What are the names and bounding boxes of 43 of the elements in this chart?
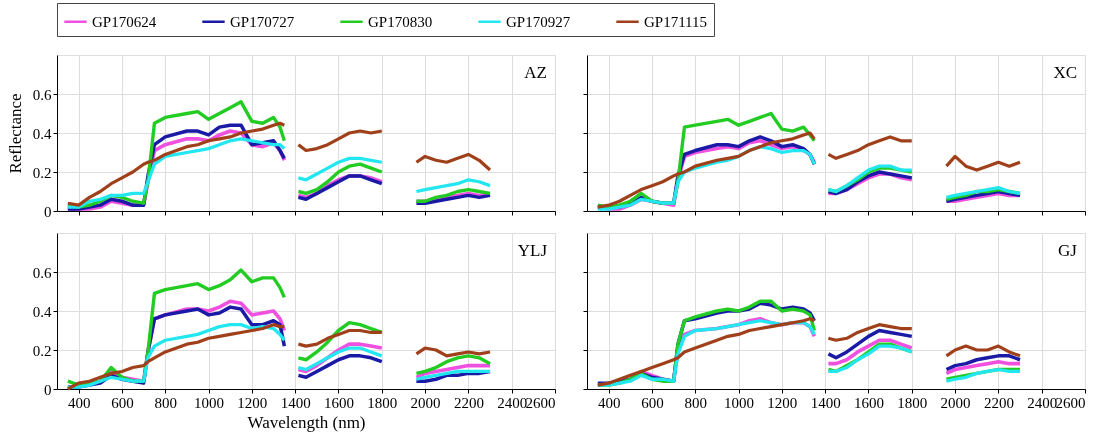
y-tick-label: 0 bbox=[44, 203, 52, 220]
x-tick-label: 600 bbox=[111, 394, 134, 411]
y-tick-label: 0.2 bbox=[32, 164, 52, 181]
y-tick-label: 0.4 bbox=[32, 303, 52, 320]
text: YLJ bbox=[517, 241, 548, 260]
x-tick-label: 2600 bbox=[525, 394, 556, 411]
x-tick-label: 2600 bbox=[1055, 394, 1086, 411]
y-tick-label: 0 bbox=[44, 381, 52, 398]
x-tick-label: 2400 bbox=[1027, 394, 1058, 411]
x-tick-label: 1000 bbox=[194, 394, 225, 411]
x-tick-label: 800 bbox=[154, 394, 178, 411]
legend-label: GP170624 bbox=[92, 13, 157, 30]
text: AZ bbox=[524, 63, 547, 82]
x-tick-label: 400 bbox=[597, 394, 621, 411]
y-tick-label: 0.6 bbox=[32, 86, 52, 103]
legend-label: GP170927 bbox=[506, 13, 571, 30]
x-tick-label: 2000 bbox=[410, 394, 441, 411]
y-tick-label: 0.6 bbox=[32, 264, 52, 281]
legend-label: GP171115 bbox=[644, 13, 708, 30]
y-tick-label: 0.2 bbox=[32, 342, 52, 359]
x-tick-label: 1800 bbox=[897, 394, 928, 411]
legend-label: GP170727 bbox=[230, 13, 295, 30]
text: XC bbox=[1053, 63, 1077, 82]
x-tick-label: 1800 bbox=[367, 394, 398, 411]
x-tick-label: 2000 bbox=[940, 394, 971, 411]
x-tick-label: 1400 bbox=[280, 394, 311, 411]
text: GJ bbox=[1058, 241, 1078, 260]
x-tick-label: 1200 bbox=[237, 394, 268, 411]
x-tick-label: 400 bbox=[67, 394, 91, 411]
x-tick-label: 1600 bbox=[853, 394, 884, 411]
x-tick-label: 1600 bbox=[323, 394, 354, 411]
legend-label: GP170830 bbox=[368, 13, 433, 30]
x-axis-title: Wavelength (nm) bbox=[247, 412, 366, 432]
x-tick-label: 2400 bbox=[497, 394, 528, 411]
x-tick-label: 1400 bbox=[810, 394, 841, 411]
x-tick-label: 600 bbox=[641, 394, 664, 411]
x-tick-label: 1200 bbox=[767, 394, 798, 411]
x-tick-label: 2200 bbox=[453, 394, 484, 411]
y-axis-title: Reflectance bbox=[5, 93, 25, 174]
y-tick-label: 0.4 bbox=[32, 125, 52, 142]
x-tick-label: 800 bbox=[684, 394, 708, 411]
x-tick-label: 2200 bbox=[983, 394, 1014, 411]
x-tick-label: 1000 bbox=[724, 394, 755, 411]
